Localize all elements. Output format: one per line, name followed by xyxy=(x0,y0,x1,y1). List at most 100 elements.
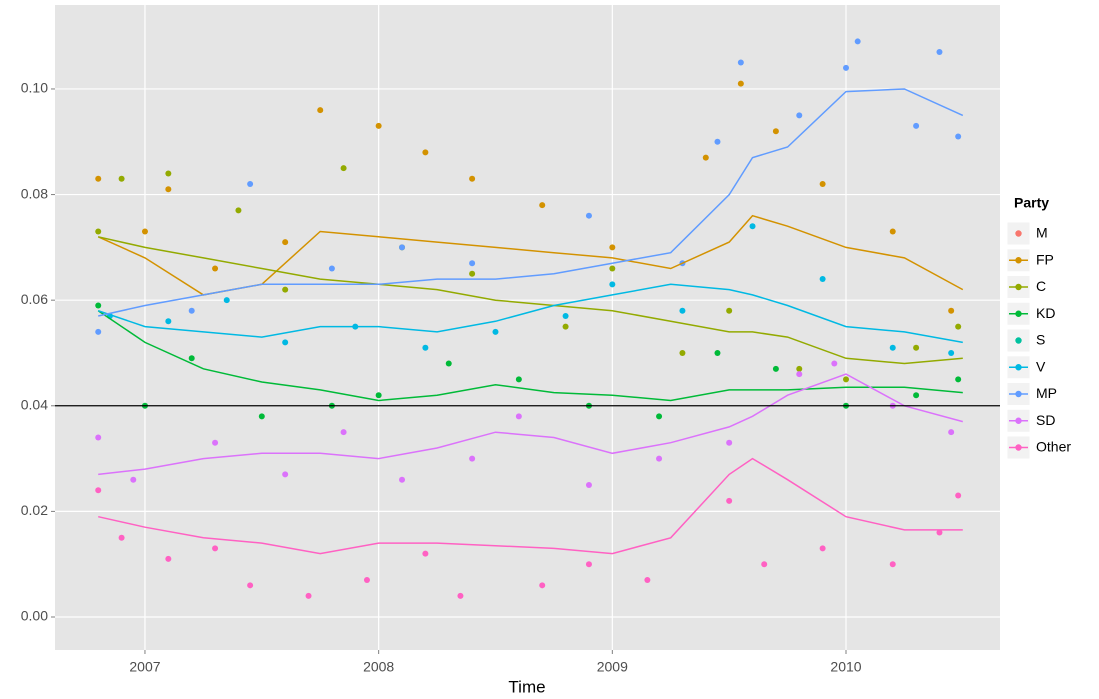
legend-dot xyxy=(1015,417,1022,424)
point xyxy=(772,128,779,135)
point xyxy=(212,439,219,446)
point xyxy=(247,181,254,188)
point xyxy=(328,265,335,272)
point xyxy=(714,349,721,356)
point xyxy=(819,545,826,552)
point xyxy=(118,534,125,541)
point xyxy=(165,170,172,177)
point xyxy=(656,413,663,420)
point xyxy=(305,592,312,599)
point xyxy=(609,265,616,272)
point xyxy=(95,175,102,182)
point xyxy=(212,265,219,272)
smooth-line xyxy=(98,457,963,555)
legend-label: M xyxy=(1036,225,1048,241)
point xyxy=(726,497,733,504)
legend-label: MP xyxy=(1036,385,1057,401)
x-tick-label: 2010 xyxy=(830,659,861,675)
point xyxy=(948,429,955,436)
y-tick-label: 0.06 xyxy=(21,291,48,307)
y-tick-label: 0.04 xyxy=(21,396,48,412)
point xyxy=(772,365,779,372)
y-tick-label: 0.08 xyxy=(21,185,48,201)
point xyxy=(913,392,920,399)
point xyxy=(469,260,476,267)
point xyxy=(936,529,943,536)
panel xyxy=(55,5,1000,650)
point xyxy=(539,202,546,209)
point xyxy=(726,307,733,314)
point xyxy=(235,207,242,214)
legend-title: Party xyxy=(1014,195,1049,211)
legend-dot xyxy=(1015,390,1022,398)
point xyxy=(282,239,289,246)
x-tick-label: 2008 xyxy=(363,659,394,675)
point xyxy=(702,154,709,161)
legend-dot xyxy=(1015,444,1022,451)
y-tick-label: 0.02 xyxy=(21,502,48,518)
point xyxy=(796,112,803,119)
legend-dot xyxy=(1015,283,1022,291)
point xyxy=(399,244,406,251)
point xyxy=(955,492,962,499)
legend-dot xyxy=(1015,364,1022,371)
point xyxy=(913,122,920,129)
legend-label: V xyxy=(1036,358,1046,374)
point xyxy=(936,48,943,55)
point xyxy=(422,550,429,557)
point xyxy=(363,577,370,584)
point xyxy=(955,376,962,383)
point xyxy=(761,561,768,568)
legend-label: SD xyxy=(1036,412,1055,428)
point xyxy=(737,80,744,87)
point xyxy=(843,64,850,71)
y-tick-label: 0.00 xyxy=(21,608,48,624)
point xyxy=(714,138,721,145)
x-tick-label: 2007 xyxy=(129,659,160,675)
point xyxy=(340,165,347,172)
point xyxy=(422,149,429,156)
point xyxy=(247,582,254,589)
point xyxy=(585,561,592,568)
point xyxy=(585,212,592,219)
point xyxy=(223,297,230,304)
legend-dot xyxy=(1015,257,1022,264)
point xyxy=(913,344,920,351)
point xyxy=(609,281,616,288)
legend-label: C xyxy=(1036,278,1046,294)
point xyxy=(843,376,850,383)
point xyxy=(469,270,476,277)
point xyxy=(282,471,289,478)
point xyxy=(819,181,826,188)
point xyxy=(422,344,429,351)
point xyxy=(609,244,616,251)
point xyxy=(889,561,896,568)
smooth-line xyxy=(98,88,964,317)
point xyxy=(165,318,172,325)
point xyxy=(679,349,686,356)
point xyxy=(737,59,744,66)
point xyxy=(889,344,896,351)
point xyxy=(95,434,102,441)
point xyxy=(539,582,546,589)
point xyxy=(469,455,476,462)
point xyxy=(445,360,452,367)
point xyxy=(749,223,756,230)
point xyxy=(375,122,382,129)
point xyxy=(955,133,962,140)
point xyxy=(282,339,289,346)
legend-dot xyxy=(1015,337,1022,344)
point xyxy=(819,276,826,283)
legend-dot xyxy=(1015,230,1022,237)
point xyxy=(95,228,102,235)
point xyxy=(562,313,569,320)
point xyxy=(188,355,195,362)
point xyxy=(95,328,102,335)
legend-label: FP xyxy=(1036,251,1054,267)
point xyxy=(317,107,324,114)
point xyxy=(562,323,569,330)
point xyxy=(399,476,406,483)
point xyxy=(726,439,733,446)
point xyxy=(948,307,955,314)
